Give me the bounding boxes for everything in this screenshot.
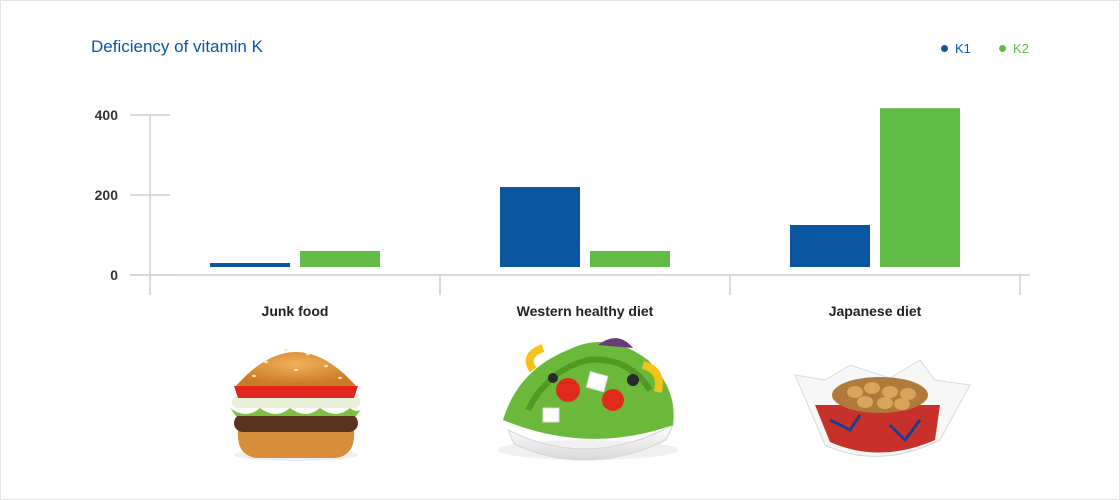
natto-bowl-image	[794, 359, 971, 457]
bar-k2-2[interactable]	[880, 108, 960, 267]
y-tick-label: 200	[95, 187, 119, 203]
legend-label-k1: K1	[955, 41, 971, 56]
bar-k1-1[interactable]	[500, 187, 580, 267]
legend-item-k2[interactable]: K2	[999, 41, 1029, 56]
legend-dot-k1	[941, 45, 948, 52]
y-tick-label: 400	[95, 107, 119, 123]
legend-item-k1[interactable]: K1	[941, 41, 971, 56]
x-category-label: Junk food	[262, 303, 329, 319]
bar-k1-0[interactable]	[210, 263, 290, 267]
y-tick-label: 0	[110, 267, 118, 283]
x-category-label: Western healthy diet	[517, 303, 654, 319]
burger-image	[230, 348, 362, 461]
bar-k2-0[interactable]	[300, 251, 380, 267]
legend-dot-k2	[999, 45, 1006, 52]
bar-k2-1[interactable]	[590, 251, 670, 267]
legend-label-k2: K2	[1013, 41, 1029, 56]
x-category-label: Japanese diet	[829, 303, 922, 319]
salad-image	[498, 338, 678, 461]
bar-k1-2[interactable]	[790, 225, 870, 267]
chart-title: Deficiency of vitamin K	[91, 37, 263, 56]
